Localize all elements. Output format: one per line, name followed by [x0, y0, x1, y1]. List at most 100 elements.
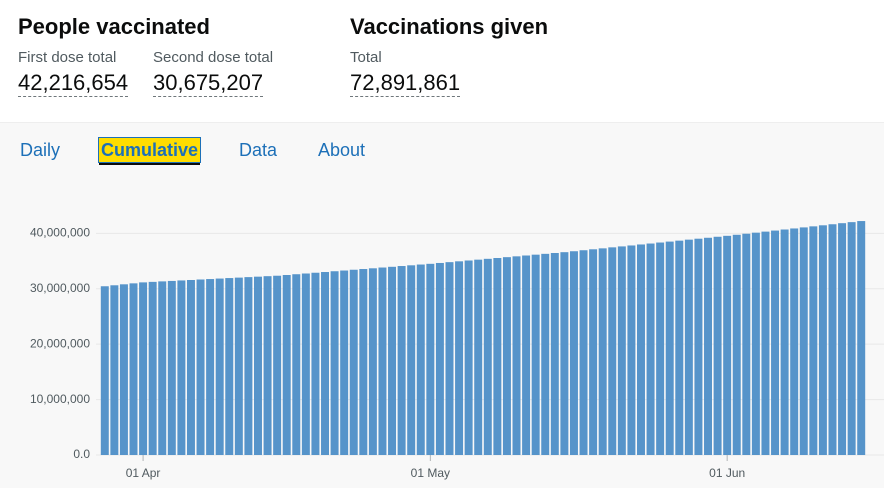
bar [809, 226, 818, 455]
bar [215, 278, 224, 455]
bar [263, 276, 272, 455]
bar [378, 267, 387, 455]
bar [407, 265, 416, 455]
bar [273, 275, 282, 455]
bar [627, 245, 636, 455]
bar [349, 269, 358, 455]
y-tick-label: 20,000,000 [30, 336, 90, 350]
bar [100, 286, 109, 455]
bar [416, 264, 425, 455]
bar [483, 258, 492, 455]
bar [368, 268, 377, 455]
bar [637, 244, 645, 455]
bar [761, 231, 770, 455]
bar [225, 278, 234, 455]
bar [311, 272, 320, 455]
section-title: Vaccinations given [350, 14, 549, 39]
bar [656, 242, 665, 455]
x-tick-label: 01 Apr [126, 466, 161, 480]
bar [694, 238, 703, 455]
bar [435, 262, 444, 455]
bar [579, 250, 588, 455]
section-title: People vaccinated [18, 14, 210, 39]
bar [148, 281, 157, 455]
tab[interactable]: Daily [20, 140, 61, 160]
bar [646, 243, 655, 455]
bar [818, 225, 827, 455]
x-tick-label: 01 Jun [709, 466, 745, 480]
bar [455, 261, 464, 455]
bar [560, 252, 569, 455]
bar [502, 257, 511, 455]
bar [799, 227, 808, 455]
bar [206, 279, 215, 455]
bar [732, 234, 741, 455]
bar [321, 272, 329, 455]
stat-value: 72,891,861 [350, 70, 461, 97]
bar [608, 247, 617, 455]
bar [196, 279, 205, 455]
bar [158, 281, 167, 455]
bar [550, 253, 559, 455]
y-tick-label: 40,000,000 [30, 226, 90, 240]
bar [704, 237, 712, 455]
bar [780, 229, 789, 455]
bar [397, 266, 406, 455]
summary-panel: People vaccinated First dose total 42,21… [0, 0, 884, 123]
y-tick-label: 30,000,000 [30, 281, 90, 295]
bar [244, 277, 253, 455]
bar [838, 223, 847, 455]
bar [292, 274, 301, 455]
bar [426, 263, 435, 455]
tab[interactable]: Cumulative [99, 138, 201, 162]
bar [723, 235, 732, 455]
bar [119, 284, 128, 455]
bar [512, 256, 521, 455]
bar [177, 280, 186, 455]
bar [751, 232, 760, 455]
bar [531, 254, 540, 455]
bar [713, 236, 722, 455]
tab[interactable]: Data [239, 140, 278, 160]
bar [828, 224, 837, 455]
bar [234, 277, 243, 455]
y-tick-label: 10,000,000 [30, 392, 90, 406]
bar [186, 279, 195, 455]
bar [445, 262, 454, 455]
bar [340, 270, 349, 455]
bar [129, 283, 138, 455]
bar [167, 280, 176, 455]
bar [139, 282, 148, 455]
bar [359, 269, 368, 455]
bar [388, 266, 397, 455]
bar [598, 248, 607, 455]
bar [493, 257, 502, 455]
bar [541, 253, 550, 455]
y-tick-label: 0.0 [73, 447, 90, 461]
tab[interactable]: About [318, 140, 366, 160]
stat-label: First dose total [18, 49, 117, 66]
bar [330, 271, 339, 455]
stat-value: 42,216,654 [18, 70, 129, 97]
bar [771, 230, 780, 455]
bar [254, 276, 262, 455]
stat-label: Total [350, 49, 382, 66]
bar [474, 259, 483, 455]
bar [847, 222, 856, 455]
stat-label: Second dose total [153, 49, 274, 66]
bar [790, 228, 799, 455]
bar [589, 249, 598, 455]
bar [675, 240, 684, 455]
bar [857, 221, 866, 455]
chart: 0.0 10,000,000 20,000,000 30,000,000 40,000,… [30, 221, 884, 480]
bar [522, 255, 531, 455]
bar [617, 246, 626, 455]
bar [464, 260, 473, 455]
bar [569, 251, 578, 455]
bar [282, 275, 291, 455]
stat-value: 30,675,207 [153, 70, 264, 97]
bar [110, 285, 119, 455]
bar [684, 239, 693, 455]
bar [301, 273, 310, 455]
